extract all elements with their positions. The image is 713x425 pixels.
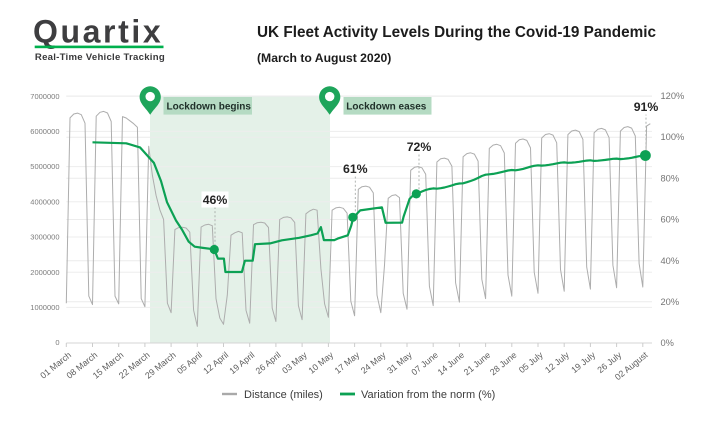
svg-text:6000000: 6000000 <box>30 127 59 136</box>
svg-text:UK Fleet Activity Levels Durin: UK Fleet Activity Levels During the Covi… <box>257 24 656 41</box>
svg-text:1000000: 1000000 <box>30 303 59 312</box>
svg-text:40%: 40% <box>661 256 680 266</box>
svg-text:5000000: 5000000 <box>30 162 59 171</box>
svg-text:3000000: 3000000 <box>30 233 59 242</box>
svg-text:120%: 120% <box>661 91 685 101</box>
svg-text:60%: 60% <box>661 215 680 225</box>
svg-text:100%: 100% <box>661 132 685 142</box>
svg-text:7000000: 7000000 <box>30 92 59 101</box>
svg-text:Distance (miles): Distance (miles) <box>244 389 323 401</box>
svg-text:Lockdown begins: Lockdown begins <box>167 101 252 112</box>
svg-text:72%: 72% <box>407 140 432 154</box>
svg-text:0%: 0% <box>661 338 674 348</box>
svg-text:61%: 61% <box>343 162 368 176</box>
svg-text:4000000: 4000000 <box>30 197 59 206</box>
svg-text:Lockdown eases: Lockdown eases <box>346 101 426 112</box>
svg-text:0: 0 <box>55 338 59 347</box>
svg-text:Quartix: Quartix <box>33 14 163 50</box>
svg-text:80%: 80% <box>661 173 680 183</box>
svg-text:Real-Time Vehicle Tracking: Real-Time Vehicle Tracking <box>35 52 165 63</box>
svg-text:91%: 91% <box>634 100 659 114</box>
svg-text:Variation from the norm (%): Variation from the norm (%) <box>361 389 495 401</box>
svg-text:2000000: 2000000 <box>30 268 59 277</box>
svg-text:20%: 20% <box>661 297 680 307</box>
svg-text:46%: 46% <box>203 193 228 207</box>
svg-text:(March to August 2020): (March to August 2020) <box>257 51 391 65</box>
